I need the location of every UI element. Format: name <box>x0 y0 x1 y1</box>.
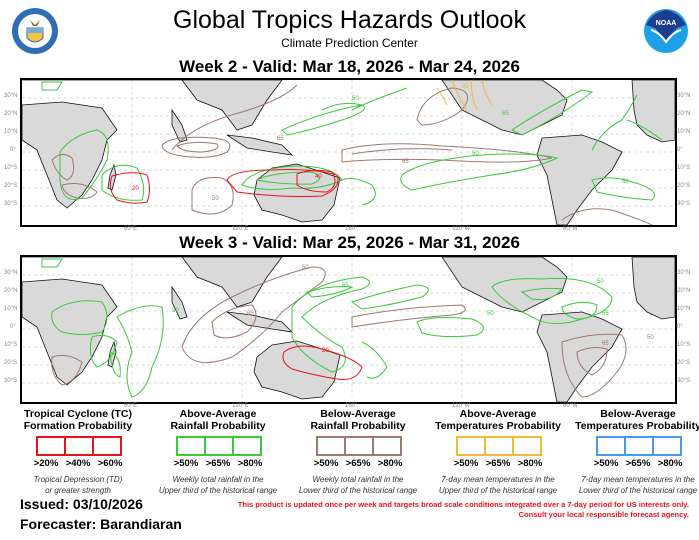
svg-text:65: 65 <box>402 159 409 165</box>
swatch <box>344 436 374 456</box>
legend-tc-swatches <box>13 436 143 456</box>
swatch <box>92 436 122 456</box>
svg-text:65: 65 <box>502 111 509 117</box>
swatch <box>64 436 94 456</box>
legend-above-temperature: Above-Average Temperatures Probability >… <box>435 408 561 495</box>
svg-text:50: 50 <box>352 96 359 102</box>
svg-text:20: 20 <box>132 186 139 192</box>
svg-text:50: 50 <box>172 308 179 314</box>
swatch <box>232 436 262 456</box>
legend-tc: Tropical Cyclone (TC) Formation Probabil… <box>13 408 143 496</box>
svg-text:20: 20 <box>322 348 329 354</box>
legend-above-rainfall: Above-Average Rainfall Probability >50% >… <box>158 408 278 495</box>
page-title: Global Tropics Hazards Outlook <box>173 6 526 34</box>
swatch <box>512 436 542 456</box>
svg-text:65: 65 <box>602 311 609 317</box>
swatch <box>372 436 402 456</box>
svg-text:50: 50 <box>212 196 219 202</box>
landmasses <box>22 80 675 225</box>
legend-below-temperature: Below-Average Temperatures Probability >… <box>575 408 699 495</box>
swatch <box>484 436 514 456</box>
week2-map: 20 40 50 65 80 50 50 50 65 65 <box>20 78 677 227</box>
svg-text:50: 50 <box>302 265 309 271</box>
page-subtitle: Climate Prediction Center <box>281 36 418 50</box>
svg-text:50: 50 <box>487 311 494 317</box>
week2-title: Week 2 - Valid: Mar 18, 2026 - Mar 24, 2… <box>179 57 520 76</box>
legend-below-rainfall: Below-Average Rainfall Probability >50% >… <box>298 408 418 495</box>
svg-text:NOAA: NOAA <box>656 20 677 27</box>
week3-title: Week 3 - Valid: Mar 25, 2026 - Mar 31, 2… <box>179 233 520 252</box>
noaa-logo-icon: NOAA <box>643 8 689 54</box>
svg-text:80: 80 <box>462 84 469 90</box>
swatch <box>624 436 654 456</box>
svg-text:50: 50 <box>622 179 629 185</box>
forecaster-name: Forecaster: Barandiaran <box>20 516 182 532</box>
doc-seal-icon <box>10 6 60 56</box>
svg-text:40: 40 <box>315 174 322 180</box>
svg-text:65: 65 <box>602 341 609 347</box>
svg-text:65: 65 <box>342 283 349 289</box>
swatch <box>652 436 682 456</box>
svg-text:50: 50 <box>472 151 479 157</box>
swatch <box>316 436 346 456</box>
svg-text:65: 65 <box>277 136 284 142</box>
issued-date: Issued: 03/10/2026 <box>20 496 143 512</box>
svg-text:50: 50 <box>647 335 654 341</box>
swatch <box>596 436 626 456</box>
swatch <box>176 436 206 456</box>
svg-text:65: 65 <box>247 311 254 317</box>
disclaimer: This product is updated once per week an… <box>237 500 689 519</box>
swatch <box>36 436 66 456</box>
swatch <box>456 436 486 456</box>
swatch <box>204 436 234 456</box>
week3-map: 50 65 50 65 20 50 50 65 50 65 <box>20 255 677 404</box>
svg-text:50: 50 <box>597 279 604 285</box>
